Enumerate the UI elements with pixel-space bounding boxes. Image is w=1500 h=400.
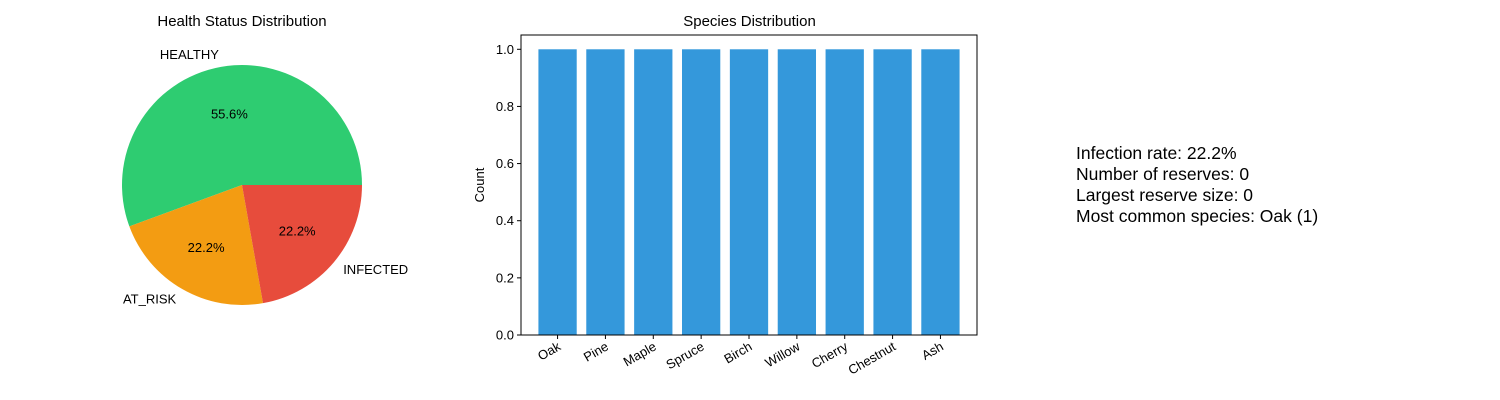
bar-chart-axes-frame xyxy=(520,34,978,336)
pie-slice-healthy xyxy=(122,65,363,227)
summary-stats: Infection rate: 22.2% Number of reserves… xyxy=(1076,143,1318,227)
pie-label-healthy: HEALTHY xyxy=(160,47,219,62)
y-tick-label: 0.8 xyxy=(496,99,514,114)
y-tick-label: 0.6 xyxy=(496,156,514,171)
bar-chestnut xyxy=(873,49,912,335)
pie-slice-infected xyxy=(242,185,362,304)
health-status-pie-chart: Health Status Distribution HEALTHY 55.6% A… xyxy=(122,13,408,307)
bar-ash xyxy=(921,49,960,335)
x-tick-label-pine: Pine xyxy=(581,339,611,365)
largest-reserve-text: Largest reserve size: 0 xyxy=(1076,185,1254,205)
pie-percent-label: 55.6% xyxy=(211,107,248,122)
y-tick-label: 0.2 xyxy=(496,270,514,285)
pie-percent-label: 22.2% xyxy=(188,240,225,255)
common-species-text: Most common species: Oak (1) xyxy=(1076,206,1319,226)
y-tick-label: 0.4 xyxy=(496,213,514,228)
bar-birch xyxy=(729,49,769,335)
pie-chart-title: Health Status Distribution xyxy=(157,13,326,30)
x-tick-label-birch: Birch xyxy=(721,339,754,367)
y-tick-label: 0.0 xyxy=(496,328,514,343)
x-tick-label-maple: Maple xyxy=(621,339,659,370)
x-tick-label-spruce: Spruce xyxy=(663,339,706,373)
bar-willow xyxy=(777,49,817,335)
bar-maple xyxy=(634,49,673,335)
x-tick-label-oak: Oak xyxy=(535,338,564,363)
species-bar-chart: Species Distribution Oak Pine Maple Spruce B… xyxy=(472,13,978,378)
bar-oak xyxy=(538,49,577,335)
y-tick-label: 1.0 xyxy=(496,42,514,57)
x-tick-label-willow: Willow xyxy=(762,338,803,370)
x-tick-label-ash: Ash xyxy=(919,339,946,363)
pie-percent-label: 22.2% xyxy=(279,224,316,239)
bar-spruce xyxy=(682,49,721,335)
bar-pine xyxy=(586,49,625,335)
pie-label-at-risk: AT_RISK xyxy=(123,292,177,307)
infection-rate-text: Infection rate: 22.2% xyxy=(1076,143,1237,163)
bar-cherry xyxy=(825,49,864,335)
pie-label-infected: INFECTED xyxy=(343,262,408,277)
pie-slice-at-risk xyxy=(129,185,263,306)
reserves-count-text: Number of reserves: 0 xyxy=(1076,164,1250,184)
x-tick-label-chestnut: Chestnut xyxy=(846,338,899,377)
bar-chart-title: Species Distribution xyxy=(683,13,816,30)
bar-chart-y-axis-label: Count xyxy=(472,167,487,202)
x-tick-label-cherry: Cherry xyxy=(809,338,851,371)
